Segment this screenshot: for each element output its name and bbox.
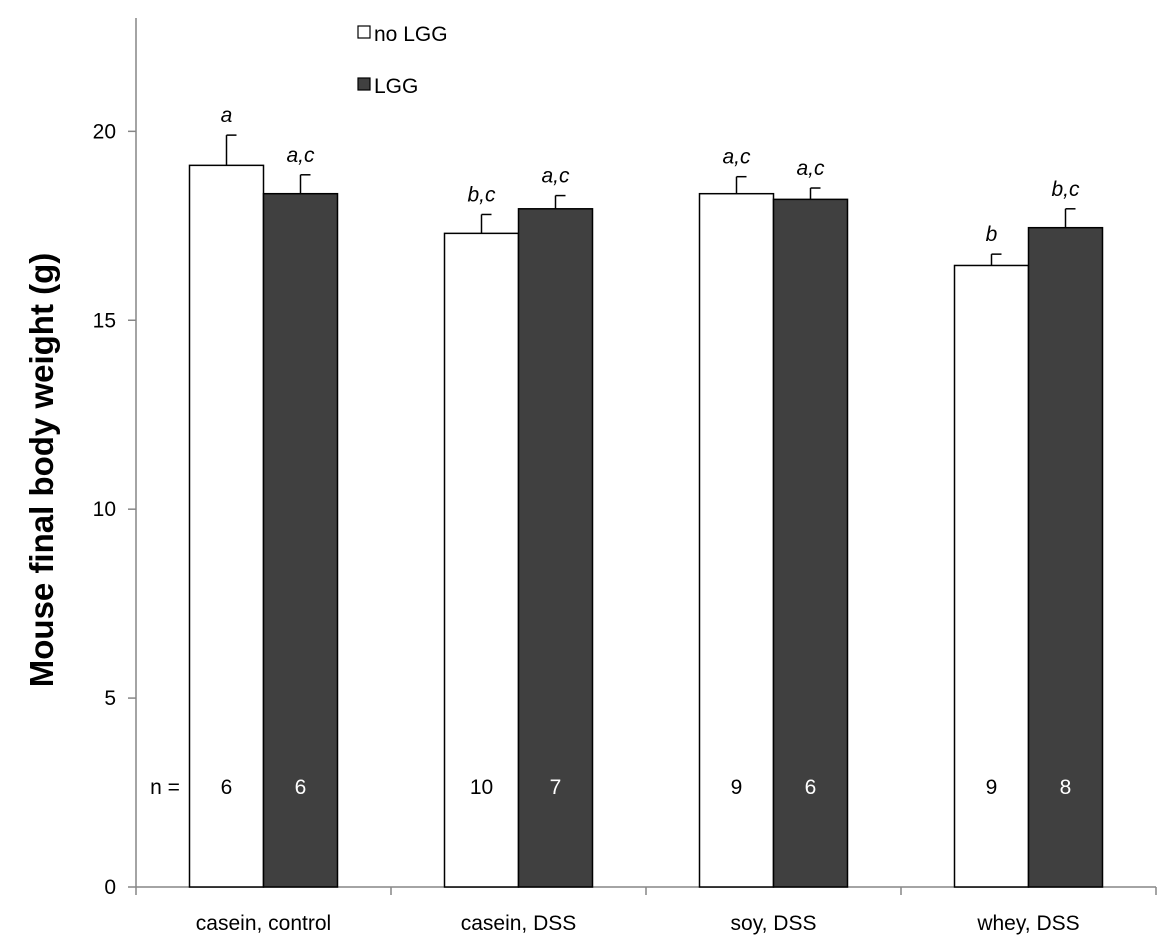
bar xyxy=(443,232,520,888)
significance-label: a xyxy=(221,104,233,127)
bar xyxy=(517,208,594,888)
sample-size-label: 8 xyxy=(1060,776,1072,799)
bar xyxy=(953,264,1030,888)
legend-swatch xyxy=(357,25,371,39)
bar xyxy=(772,198,849,888)
x-tick-label: casein, DSS xyxy=(461,912,577,935)
sample-size-label: 6 xyxy=(805,776,817,799)
y-tick-label: 0 xyxy=(104,876,116,899)
significance-label: a,c xyxy=(541,165,570,188)
y-tick-label: 15 xyxy=(93,309,116,332)
y-tick-label: 20 xyxy=(93,120,116,143)
sample-size-prefix: n = xyxy=(150,776,180,799)
significance-label: b xyxy=(986,223,998,246)
significance-label: a,c xyxy=(722,146,751,169)
x-tick-label: whey, DSS xyxy=(976,912,1079,935)
legend: no LGG LGG xyxy=(357,23,448,98)
legend-label: no LGG xyxy=(374,23,448,46)
bar xyxy=(698,192,775,888)
significance-label: a,c xyxy=(286,144,315,167)
sample-size-label: 7 xyxy=(550,776,562,799)
sample-size-label: 9 xyxy=(986,776,998,799)
legend-swatch xyxy=(357,77,371,91)
x-tick-label: casein, control xyxy=(196,912,331,935)
sample-size-label: 6 xyxy=(295,776,307,799)
significance-label: a,c xyxy=(796,157,825,180)
sample-size-label: 6 xyxy=(221,776,233,799)
sample-size-label: 9 xyxy=(731,776,743,799)
significance-label: b,c xyxy=(1051,178,1080,201)
y-tick-label: 5 xyxy=(104,687,116,710)
y-tick-label: 10 xyxy=(93,498,116,521)
sample-size-label: 10 xyxy=(470,776,493,799)
bar xyxy=(188,164,265,888)
bar xyxy=(262,192,339,888)
plot-area: 0 5 10 15 20 casein, control a 6 a,c 6 casein, DSS… xyxy=(93,18,1157,935)
legend-label: LGG xyxy=(374,75,418,98)
x-tick-label: soy, DSS xyxy=(731,912,817,935)
y-axis-title: Mouse final body weight (g) xyxy=(23,253,60,687)
significance-label: b,c xyxy=(467,183,496,206)
